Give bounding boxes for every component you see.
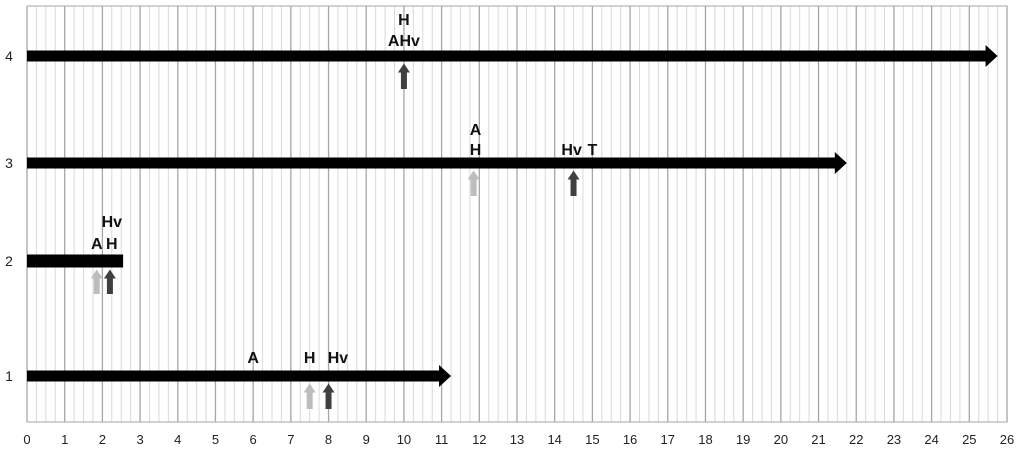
x-tick-label: 16 — [623, 432, 637, 447]
x-tick-label: 24 — [924, 432, 938, 447]
x-tick-label: 17 — [661, 432, 675, 447]
x-tick-label: 8 — [325, 432, 332, 447]
x-tick-label: 22 — [849, 432, 863, 447]
x-tick-label: 10 — [397, 432, 411, 447]
x-tick-label: 12 — [472, 432, 486, 447]
x-tick-label: 0 — [23, 432, 30, 447]
marker-arrow-dark — [567, 170, 580, 196]
x-tick-label: 26 — [1000, 432, 1014, 447]
event-label: H — [304, 350, 316, 367]
timeline-bar — [27, 254, 124, 268]
marker-arrow-dark — [103, 269, 116, 294]
x-tick-label: 14 — [547, 432, 561, 447]
marker-arrow-light — [467, 170, 480, 196]
timeline-arrow-bar — [27, 152, 847, 174]
x-tick-label: 13 — [510, 432, 524, 447]
row-label: 1 — [5, 368, 13, 384]
plot-frame — [26, 5, 1008, 423]
event-label: H — [106, 236, 118, 253]
x-tick-label: 15 — [585, 432, 599, 447]
x-tick-label: 6 — [250, 432, 257, 447]
x-tick-label: 3 — [136, 432, 143, 447]
x-tick-label: 5 — [212, 432, 219, 447]
row-label: 2 — [5, 253, 13, 269]
event-label: A — [91, 236, 103, 253]
event-label: AHv — [388, 33, 420, 50]
timeline-row-3: 3 AH Hv T — [5, 122, 847, 196]
x-tick-label: 21 — [811, 432, 825, 447]
event-label: A — [247, 350, 259, 367]
event-label: T — [587, 142, 597, 159]
event-label: H — [398, 12, 410, 29]
x-tick-label: 20 — [774, 432, 788, 447]
event-label: Hv — [561, 142, 582, 159]
x-tick-label: 7 — [287, 432, 294, 447]
timeline-arrow-bar — [27, 45, 998, 67]
x-tick-label: 2 — [99, 432, 106, 447]
x-tick-label: 25 — [962, 432, 976, 447]
x-tick-label: 18 — [698, 432, 712, 447]
event-label: A — [470, 122, 482, 139]
x-tick-label: 4 — [174, 432, 181, 447]
event-label: H — [470, 142, 482, 159]
x-tick-label: 9 — [363, 432, 370, 447]
marker-arrow-dark — [397, 63, 410, 89]
timeline-row-1: 1 A H Hv — [5, 350, 452, 409]
marker-arrow-light — [303, 383, 316, 409]
row-label: 3 — [5, 155, 13, 171]
row-label: 4 — [5, 48, 13, 64]
marker-arrow-light — [90, 269, 103, 294]
marker-arrow-dark — [322, 383, 335, 409]
timeline-arrow-bar — [27, 365, 452, 387]
event-label: Hv — [102, 214, 123, 231]
x-axis-tick-labels: 0 1 2 3 4 5 6 7 8 9 10 11 12 13 14 15 16 17 18 19 20 21 22 23 24… — [23, 432, 1014, 447]
x-tick-label: 1 — [61, 432, 68, 447]
timeline-row-2: 2 A H Hv — [5, 214, 124, 294]
event-label: Hv — [328, 350, 349, 367]
x-tick-label: 11 — [435, 432, 449, 447]
x-tick-label: 19 — [736, 432, 750, 447]
grid-lines — [26, 6, 1008, 422]
x-tick-label: 23 — [887, 432, 901, 447]
timeline-row-4: 4 H AHv — [5, 12, 998, 89]
